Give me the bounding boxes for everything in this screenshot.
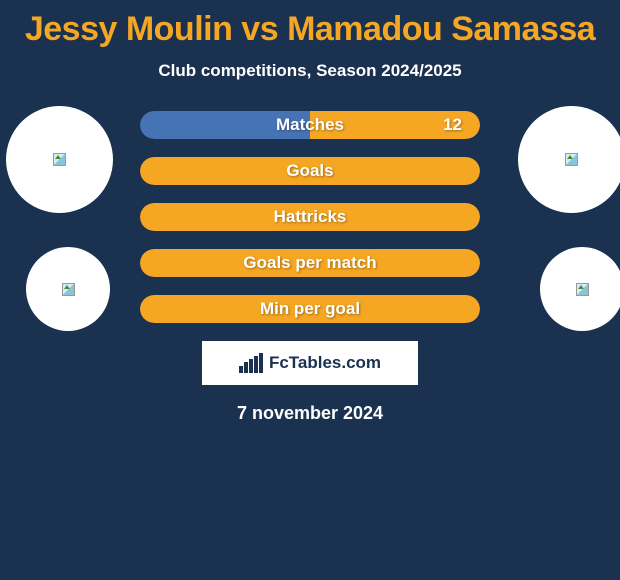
- image-placeholder-icon: [62, 283, 75, 296]
- stat-row-min-per-goal: Min per goal: [140, 295, 480, 323]
- fctables-logo: FcTables.com: [202, 341, 418, 385]
- image-placeholder-icon: [53, 153, 66, 166]
- bar-chart-icon: [239, 353, 263, 373]
- stat-row-goals-per-match: Goals per match: [140, 249, 480, 277]
- logo-text: FcTables.com: [269, 353, 381, 373]
- stat-row-goals: Goals: [140, 157, 480, 185]
- stats-container: Matches 12 Goals Hattricks Goals per mat…: [0, 111, 620, 424]
- stat-label: Goals per match: [243, 253, 376, 273]
- stat-label: Matches: [276, 115, 344, 135]
- stats-list: Matches 12 Goals Hattricks Goals per mat…: [140, 111, 480, 323]
- stat-row-matches: Matches 12: [140, 111, 480, 139]
- stat-label: Goals: [286, 161, 333, 181]
- comparison-title: Jessy Moulin vs Mamadou Samassa: [0, 0, 620, 49]
- player1-club-avatar: [26, 247, 110, 331]
- comparison-date: 7 november 2024: [0, 403, 620, 424]
- player2-club-avatar: [540, 247, 620, 331]
- stat-value-right: 12: [443, 115, 462, 135]
- stat-label: Min per goal: [260, 299, 360, 319]
- image-placeholder-icon: [576, 283, 589, 296]
- image-placeholder-icon: [565, 153, 578, 166]
- player2-avatar: [518, 106, 620, 213]
- stat-label: Hattricks: [274, 207, 347, 227]
- player1-avatar: [6, 106, 113, 213]
- stat-row-hattricks: Hattricks: [140, 203, 480, 231]
- comparison-subtitle: Club competitions, Season 2024/2025: [0, 61, 620, 81]
